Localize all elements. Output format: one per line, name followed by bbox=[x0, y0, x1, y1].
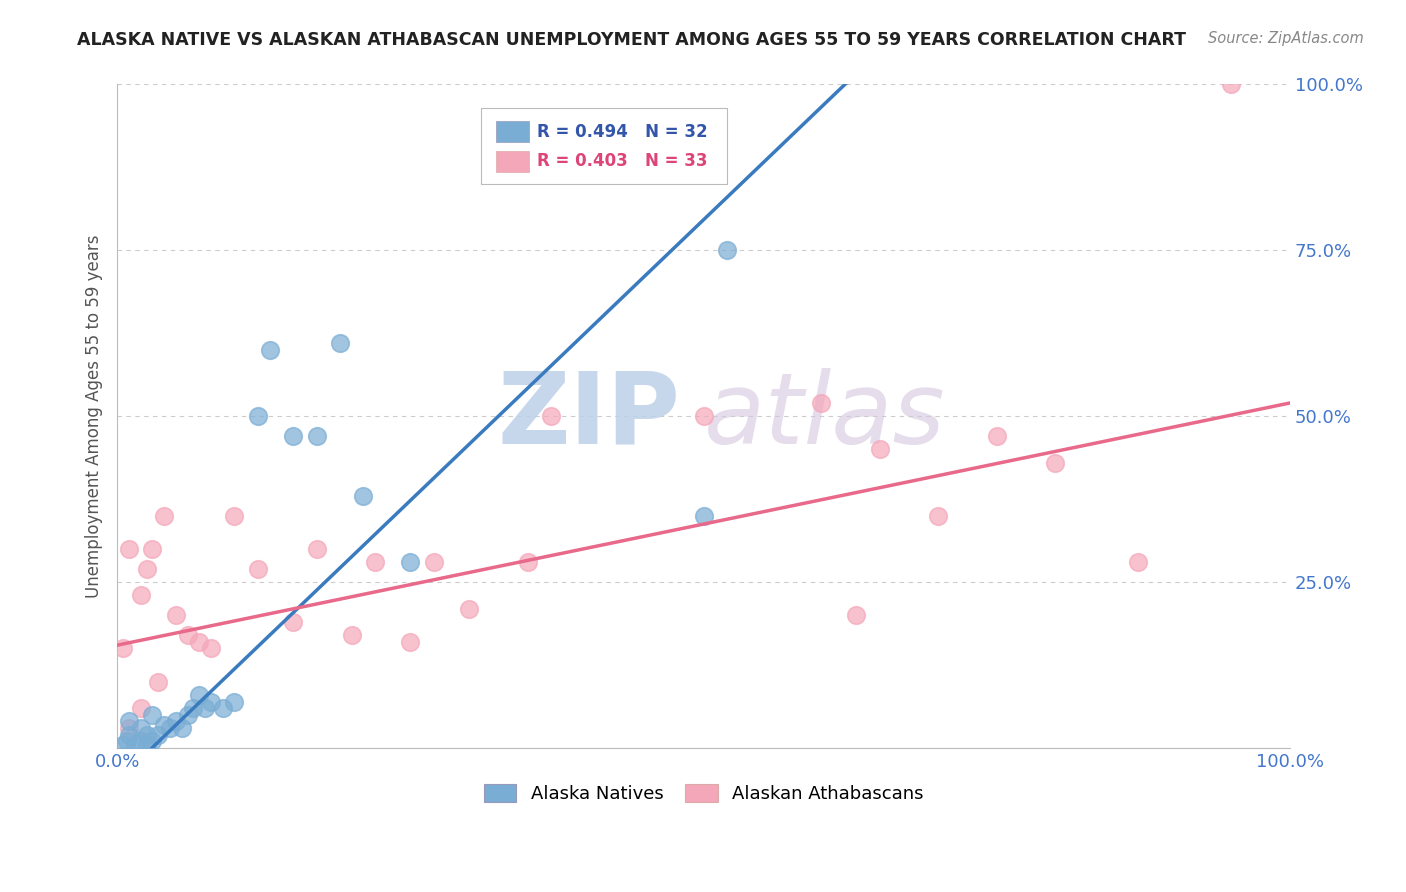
Point bbox=[159, 721, 181, 735]
Point bbox=[170, 721, 193, 735]
Point bbox=[211, 701, 233, 715]
Point bbox=[188, 688, 211, 702]
Point bbox=[458, 601, 481, 615]
Point bbox=[259, 343, 281, 357]
Point bbox=[135, 728, 157, 742]
Point bbox=[112, 641, 135, 656]
Point bbox=[692, 508, 714, 523]
Point bbox=[129, 734, 152, 748]
Point bbox=[148, 674, 170, 689]
Point bbox=[129, 721, 152, 735]
Point bbox=[153, 508, 176, 523]
Point bbox=[118, 728, 141, 742]
Point bbox=[200, 641, 222, 656]
Point bbox=[810, 396, 832, 410]
Point bbox=[399, 555, 422, 569]
Text: ALASKA NATIVE VS ALASKAN ATHABASCAN UNEMPLOYMENT AMONG AGES 55 TO 59 YEARS CORRE: ALASKA NATIVE VS ALASKAN ATHABASCAN UNEM… bbox=[77, 31, 1187, 49]
Point bbox=[135, 738, 157, 752]
Point bbox=[118, 714, 141, 729]
Point bbox=[176, 707, 198, 722]
Point bbox=[281, 615, 304, 629]
Point bbox=[305, 429, 328, 443]
Point bbox=[188, 635, 211, 649]
Point bbox=[399, 635, 422, 649]
Point bbox=[153, 718, 176, 732]
Point bbox=[176, 628, 198, 642]
Point bbox=[112, 738, 135, 752]
Point bbox=[281, 429, 304, 443]
Point bbox=[329, 336, 352, 351]
Point bbox=[165, 714, 187, 729]
Point bbox=[986, 429, 1008, 443]
Point bbox=[224, 508, 246, 523]
Point bbox=[124, 738, 146, 752]
FancyBboxPatch shape bbox=[481, 108, 727, 184]
FancyBboxPatch shape bbox=[496, 151, 529, 172]
Point bbox=[129, 701, 152, 715]
Text: atlas: atlas bbox=[703, 368, 945, 465]
Point bbox=[118, 721, 141, 735]
Point bbox=[423, 555, 446, 569]
Point bbox=[129, 588, 152, 602]
FancyBboxPatch shape bbox=[496, 121, 529, 142]
Point bbox=[194, 701, 217, 715]
Point bbox=[183, 701, 205, 715]
Point bbox=[540, 409, 562, 424]
Text: R = 0.403   N = 33: R = 0.403 N = 33 bbox=[537, 153, 707, 170]
Point bbox=[364, 555, 387, 569]
Point bbox=[224, 695, 246, 709]
Point bbox=[305, 541, 328, 556]
Point bbox=[135, 562, 157, 576]
Point bbox=[716, 244, 738, 258]
Point bbox=[869, 442, 891, 457]
Point bbox=[1045, 456, 1067, 470]
Point bbox=[353, 489, 375, 503]
Point bbox=[1220, 78, 1243, 92]
Point bbox=[692, 409, 714, 424]
Point bbox=[1126, 555, 1149, 569]
Point bbox=[141, 734, 163, 748]
Point bbox=[148, 728, 170, 742]
Point bbox=[246, 562, 269, 576]
Y-axis label: Unemployment Among Ages 55 to 59 years: Unemployment Among Ages 55 to 59 years bbox=[86, 235, 103, 598]
Point bbox=[141, 541, 163, 556]
Point bbox=[141, 707, 163, 722]
Point bbox=[340, 628, 363, 642]
Point bbox=[516, 555, 538, 569]
Text: Source: ZipAtlas.com: Source: ZipAtlas.com bbox=[1208, 31, 1364, 46]
Point bbox=[845, 608, 868, 623]
Point bbox=[165, 608, 187, 623]
Legend: Alaska Natives, Alaskan Athabascans: Alaska Natives, Alaskan Athabascans bbox=[475, 774, 932, 812]
Text: R = 0.494   N = 32: R = 0.494 N = 32 bbox=[537, 122, 707, 141]
Point bbox=[118, 541, 141, 556]
Point bbox=[115, 734, 138, 748]
Text: ZIP: ZIP bbox=[498, 368, 681, 465]
Point bbox=[200, 695, 222, 709]
Point bbox=[927, 508, 949, 523]
Point bbox=[246, 409, 269, 424]
